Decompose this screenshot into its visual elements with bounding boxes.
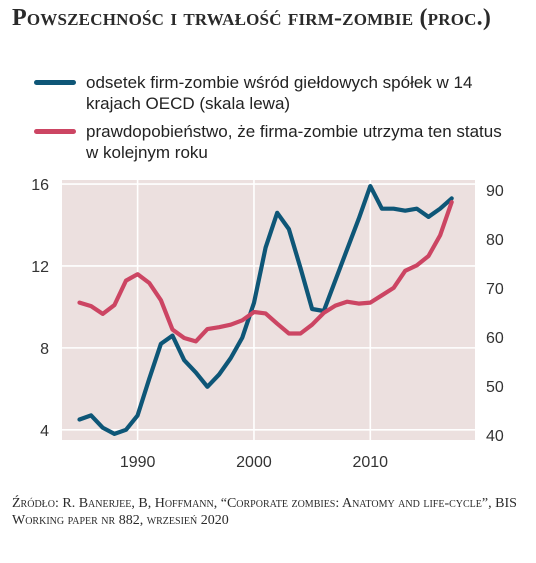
legend-swatch-persistence-probability [34, 129, 76, 134]
grid [62, 180, 475, 440]
axes: 1990 2000 2010 4 8 12 16 40 50 60 70 80 90 [31, 177, 504, 471]
series-line-persistence-probability [77, 199, 454, 344]
left-tick-label: 12 [31, 259, 49, 276]
right-tick-label: 70 [486, 281, 504, 298]
line-chart: 1990 2000 2010 4 8 12 16 40 50 60 70 80 90 [31, 177, 504, 471]
legend-item-zombie-share: odsetek firm-zombie wśród giełdowych spó… [34, 72, 514, 114]
legend-swatch-zombie-share [34, 80, 76, 85]
right-tick-label: 60 [486, 330, 504, 347]
series-line-zombie-share [77, 184, 454, 436]
right-tick-label: 50 [486, 379, 504, 396]
series-group [77, 184, 454, 436]
x-tick-label: 1990 [120, 454, 156, 471]
chart-title: Powszechnośc i trwałość firm-zombie (pro… [12, 5, 492, 31]
source-note: Źródło: R. Banerjee, B, Hoffmann, “Corpo… [12, 496, 517, 528]
left-tick-label: 8 [40, 341, 49, 358]
left-tick-label: 4 [40, 423, 49, 440]
right-tick-label: 80 [486, 232, 504, 249]
right-tick-label: 90 [486, 183, 504, 200]
legend-item-persistence-probability: prawdopobieństwo, że firma-zombie utrzym… [34, 121, 514, 163]
x-tick-label: 2010 [352, 454, 388, 471]
legend-label-zombie-share: odsetek firm-zombie wśród giełdowych spó… [86, 73, 473, 113]
legend: odsetek firm-zombie wśród giełdowych spó… [34, 72, 514, 170]
plot-area [62, 180, 475, 440]
x-tick-label: 2000 [236, 454, 272, 471]
left-tick-label: 16 [31, 177, 49, 194]
legend-label-persistence-probability: prawdopobieństwo, że firma-zombie utrzym… [86, 122, 502, 162]
right-tick-label: 40 [486, 428, 504, 445]
